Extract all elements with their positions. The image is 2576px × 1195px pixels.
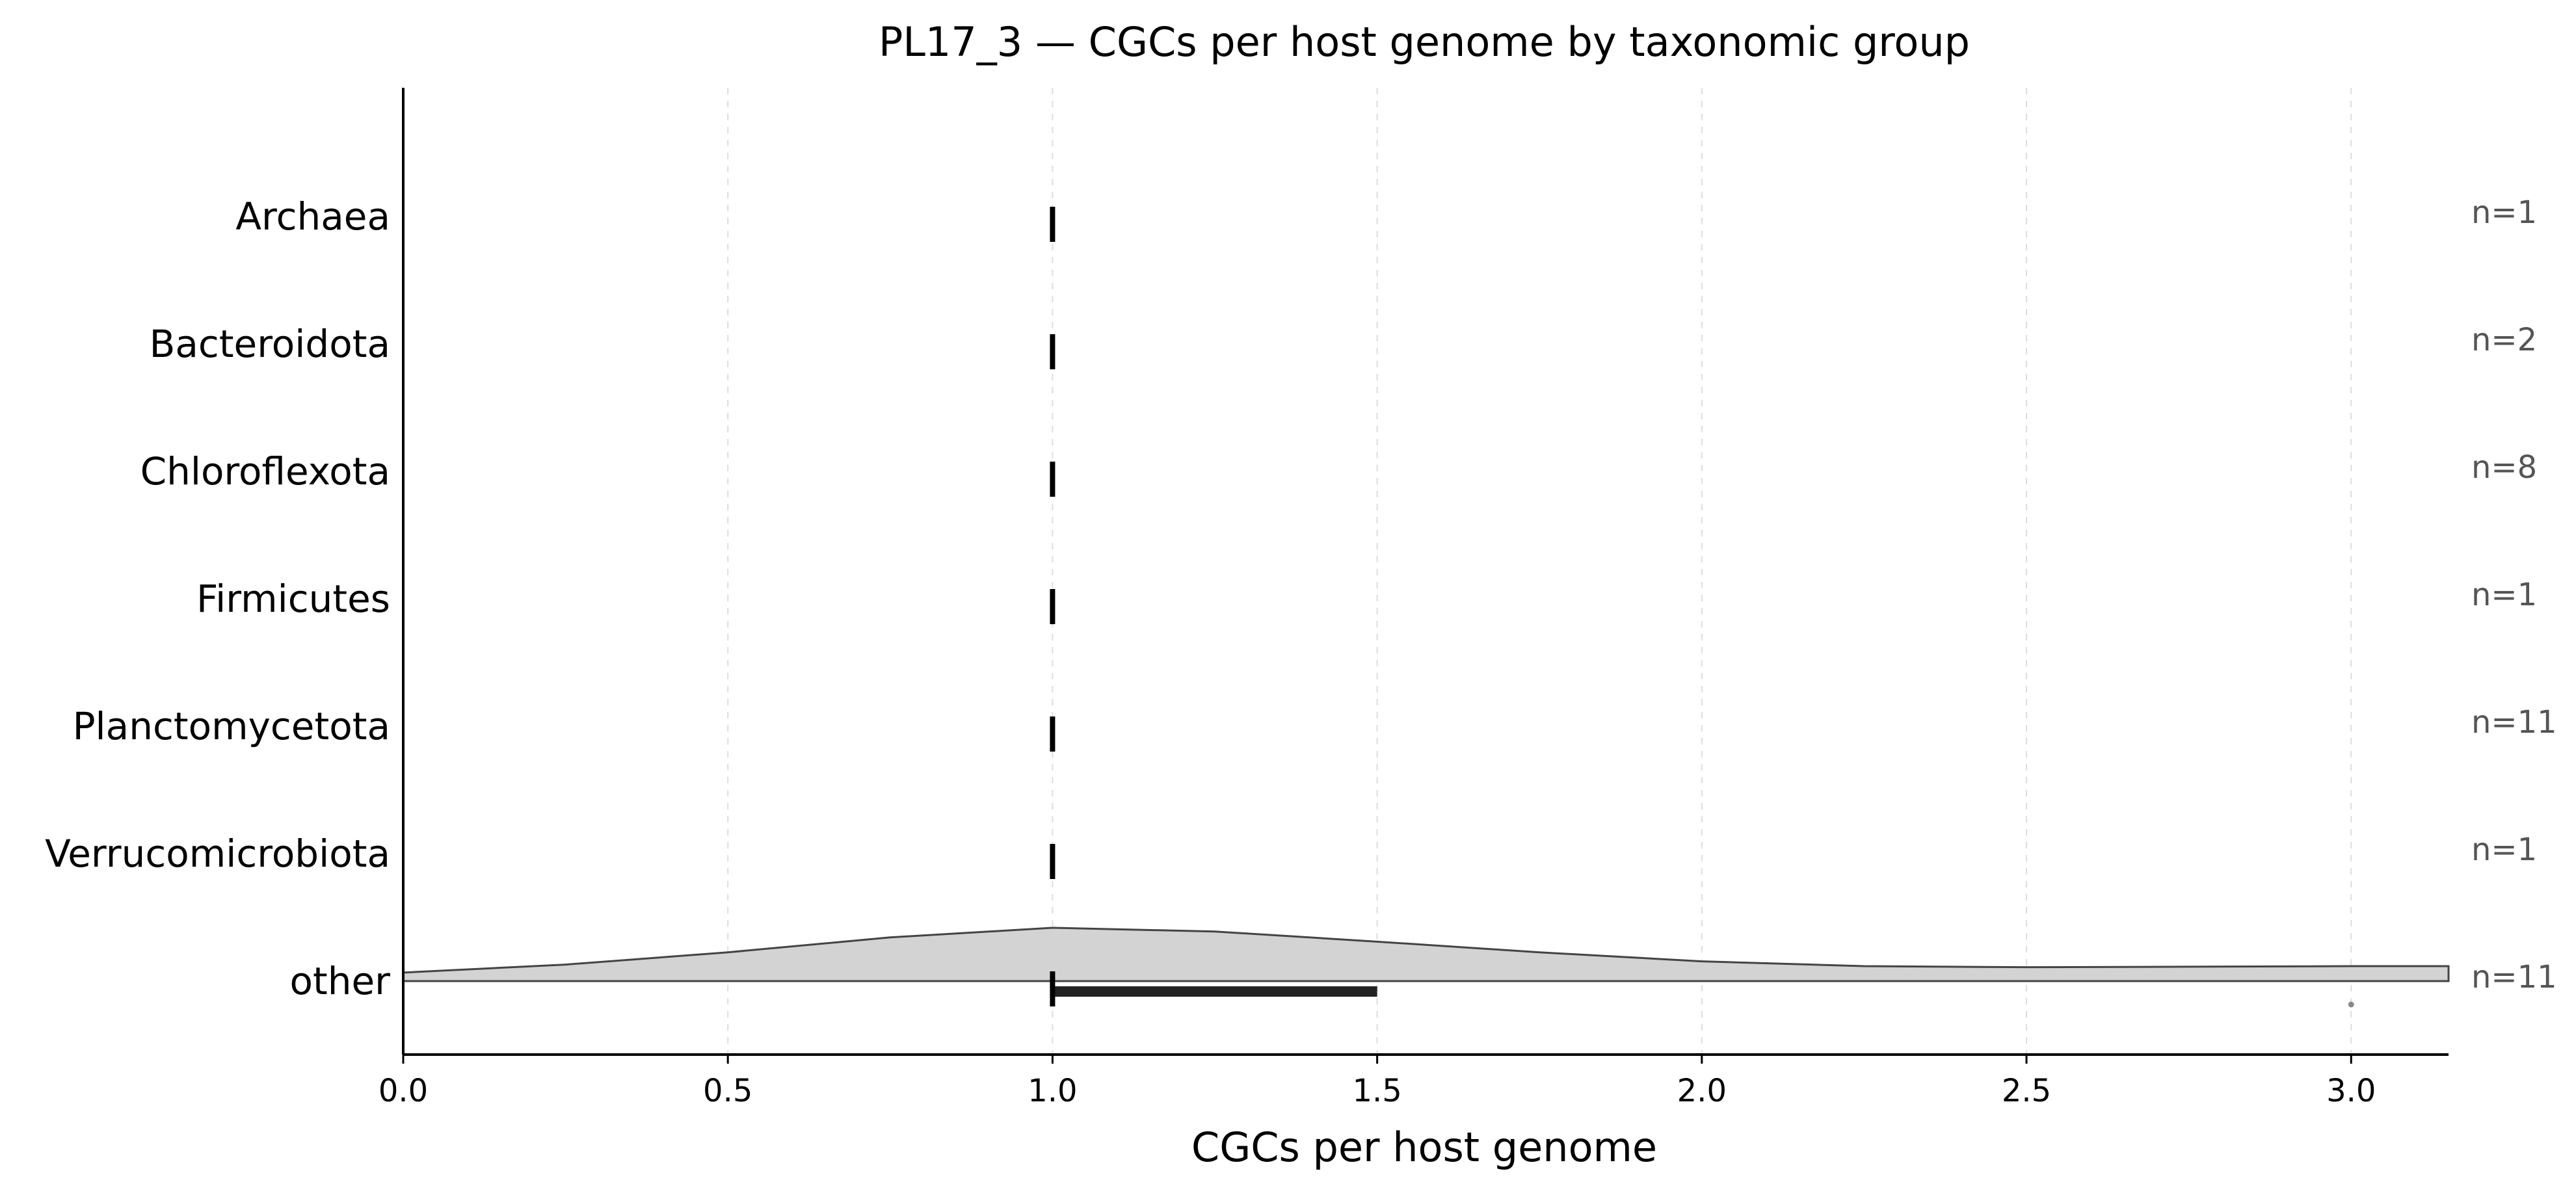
violin-layer — [402, 926, 2450, 982]
y-label-Bacteroidota: Bacteroidota — [150, 322, 390, 366]
y-label-other: other — [289, 959, 390, 1003]
y-tick-labels: Archaea Bacteroidota Chloroflexota Firmicut… — [45, 194, 390, 1003]
x-gridlines — [403, 88, 2352, 1055]
y-label-Planctomycetota: Planctomycetota — [73, 704, 390, 748]
chart-title: PL17_3 — CGCs per host genome by taxonom… — [879, 18, 1970, 66]
count-label: n=11 — [2471, 959, 2557, 995]
x-tick-label: 2.0 — [1677, 1073, 1727, 1109]
x-tick-label: 2.5 — [2002, 1073, 2051, 1109]
x-tick-label: 1.5 — [1352, 1073, 1401, 1109]
count-label: n=1 — [2471, 832, 2537, 868]
count-label: n=1 — [2471, 194, 2537, 231]
violin-other — [402, 926, 2450, 982]
x-tick-label: 3.0 — [2326, 1073, 2376, 1109]
y-label-Chloroflexota: Chloroflexota — [140, 449, 390, 493]
x-tick-label: 0.5 — [703, 1073, 752, 1109]
box-layer — [1050, 207, 2354, 1008]
count-label: n=8 — [2471, 449, 2537, 486]
x-tick-label: 0.0 — [378, 1073, 428, 1109]
outlier-point — [2348, 1001, 2354, 1008]
count-label: n=2 — [2471, 322, 2537, 358]
y-label-Verrucomicrobiota: Verrucomicrobiota — [45, 832, 390, 876]
count-label: n=1 — [2471, 577, 2537, 613]
y-label-Archaea: Archaea — [235, 194, 390, 239]
count-labels: n=1 n=2 n=8 n=1 n=11 n=1 n=11 — [2471, 194, 2557, 995]
axes — [402, 88, 2449, 1056]
x-tick-labels: 0.0 0.5 1.0 1.5 2.0 2.5 3.0 — [378, 1055, 2376, 1109]
x-tick-label: 1.0 — [1028, 1073, 1077, 1109]
x-axis-label: CGCs per host genome — [1191, 1123, 1657, 1171]
y-label-Firmicutes: Firmicutes — [196, 577, 390, 621]
iqr-bar-other — [1052, 986, 1377, 997]
count-label: n=11 — [2471, 704, 2557, 741]
